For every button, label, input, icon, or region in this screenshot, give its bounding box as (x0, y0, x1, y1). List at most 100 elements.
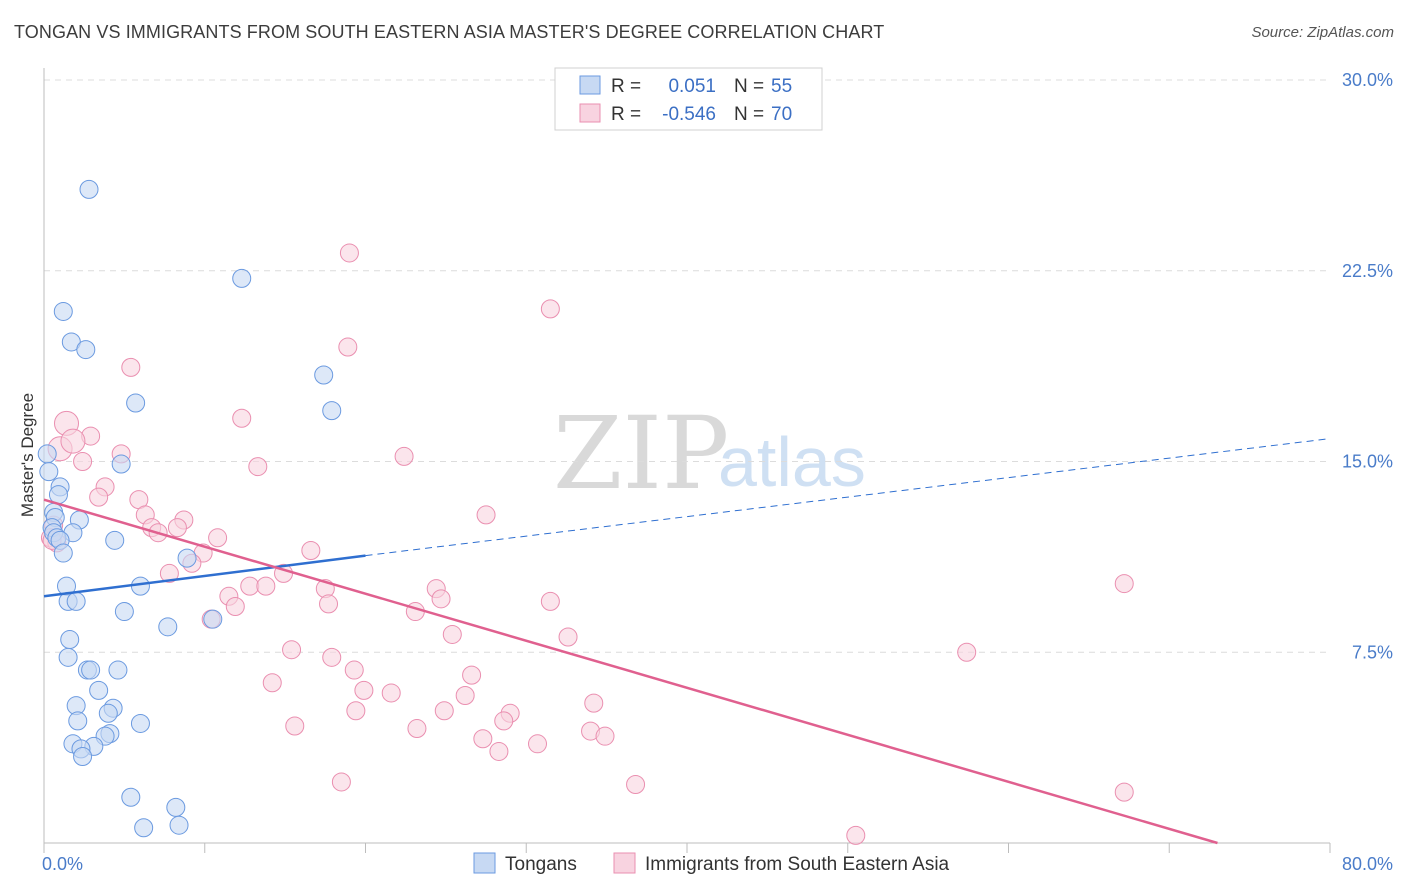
trend-tongans-dashed (365, 438, 1331, 557)
point-tongans-6 (126, 393, 146, 413)
point-immigrants-63 (595, 726, 615, 746)
point-tongans-30 (203, 609, 223, 629)
point-immigrants-38 (319, 594, 339, 614)
point-tongans-41 (130, 713, 150, 733)
point-tongans-23 (177, 548, 197, 568)
point-immigrants-45 (558, 627, 578, 647)
point-tongans-49 (166, 797, 186, 817)
point-tongans-39 (98, 703, 118, 723)
point-tongans-48 (121, 787, 141, 807)
point-tongans-35 (108, 660, 128, 680)
point-tongans-47 (73, 747, 93, 767)
legend-swatch-immigrants (579, 103, 601, 123)
point-immigrants-68 (626, 775, 646, 795)
point-tongans-22 (53, 543, 73, 563)
chart-title: TONGAN VS IMMIGRANTS FROM SOUTH EASTERN … (14, 22, 885, 42)
legend-r-value-1: 0.051 (668, 76, 716, 97)
point-immigrants-66 (489, 741, 509, 761)
point-immigrants-4 (232, 408, 252, 428)
point-immigrants-67 (331, 772, 351, 792)
point-tongans-8 (37, 444, 57, 464)
point-tongans-9 (111, 454, 131, 474)
legend-r-value-2: -0.546 (662, 104, 716, 125)
point-tongans-1 (232, 268, 252, 288)
point-tongans-51 (169, 815, 189, 835)
bottom-legend-label-immigrants: Immigrants from South Eastern Asia (645, 854, 950, 875)
trend-immigrants (43, 498, 1218, 845)
legend-n-value-1: 55 (771, 76, 792, 97)
point-tongans-2 (53, 301, 73, 321)
point-tongans-29 (158, 617, 178, 637)
point-immigrants-26 (301, 541, 321, 561)
y-tick-label-2: 22.5% (1342, 261, 1393, 281)
point-immigrants-53 (381, 683, 401, 703)
point-immigrants-61 (494, 711, 514, 731)
x-tick-label-min: 0.0% (42, 854, 83, 874)
point-immigrants-52 (354, 680, 374, 700)
point-tongans-36 (89, 680, 109, 700)
bottom-legend-swatch-tongans (473, 852, 496, 874)
point-immigrants-0 (339, 243, 359, 263)
point-immigrants-41 (540, 591, 560, 611)
point-immigrants-55 (584, 693, 604, 713)
point-tongans-34 (81, 660, 101, 680)
trend-lines (43, 438, 1331, 845)
point-tongans-5 (314, 365, 334, 385)
legend-n-label-1: N = (734, 76, 764, 97)
point-immigrants-11 (248, 457, 268, 477)
legend-box: R = 0.051 N = 55 R = -0.546 N = 70 (554, 67, 823, 131)
legend-swatch-tongans (579, 75, 601, 95)
legend-n-value-2: 70 (771, 104, 792, 125)
point-immigrants-14 (89, 487, 109, 507)
y-axis-label: Master's Degree (18, 393, 37, 517)
point-immigrants-64 (473, 729, 493, 749)
point-immigrants-59 (285, 716, 305, 736)
y-tick-label-0: 7.5% (1352, 642, 1393, 662)
point-immigrants-1 (540, 299, 560, 319)
point-immigrants-65 (528, 734, 548, 754)
bottom-legend-swatch-immigrants (613, 852, 636, 874)
trend-tongans-solid (43, 554, 366, 598)
point-tongans-21 (105, 530, 125, 550)
series-immigrants-points (40, 243, 1134, 845)
point-immigrants-54 (455, 685, 475, 705)
x-tick-marks (43, 843, 1331, 853)
point-tongans-32 (58, 647, 78, 667)
point-immigrants-49 (344, 660, 364, 680)
point-immigrants-12 (73, 452, 93, 471)
y-tick-label-3: 30.0% (1342, 70, 1393, 90)
point-immigrants-33 (256, 576, 276, 596)
point-immigrants-70 (846, 825, 866, 845)
point-immigrants-37 (225, 596, 245, 616)
point-tongans-0 (79, 179, 99, 199)
watermark-zip: ZIP (553, 395, 729, 512)
gridlines (44, 79, 1330, 653)
point-tongans-40 (68, 711, 88, 731)
point-immigrants-46 (282, 640, 302, 660)
point-immigrants-2 (338, 337, 358, 357)
point-immigrants-51 (262, 673, 282, 693)
point-immigrants-50 (462, 665, 482, 685)
point-immigrants-42 (1114, 574, 1134, 594)
point-tongans-7 (322, 401, 342, 421)
point-immigrants-21 (476, 505, 496, 525)
point-immigrants-32 (240, 576, 260, 596)
point-immigrants-40 (431, 589, 451, 609)
source-attribution: Source: ZipAtlas.com (1251, 24, 1394, 41)
point-tongans-27 (66, 591, 86, 611)
point-immigrants-56 (346, 701, 366, 721)
bottom-legend-label-tongans: Tongans (505, 854, 577, 875)
bottom-legend: Tongans Immigrants from South Eastern As… (473, 852, 950, 875)
point-immigrants-10 (394, 446, 414, 466)
point-tongans-10 (39, 462, 59, 482)
legend-n-label-2: N = (734, 104, 764, 125)
series-tongans-points (37, 179, 342, 838)
point-immigrants-24 (208, 528, 228, 548)
point-immigrants-69 (1114, 782, 1134, 802)
point-immigrants-3 (121, 357, 141, 377)
point-immigrants-29 (159, 563, 179, 583)
point-immigrants-57 (434, 701, 454, 721)
point-immigrants-44 (442, 624, 462, 644)
point-tongans-28 (114, 602, 134, 622)
